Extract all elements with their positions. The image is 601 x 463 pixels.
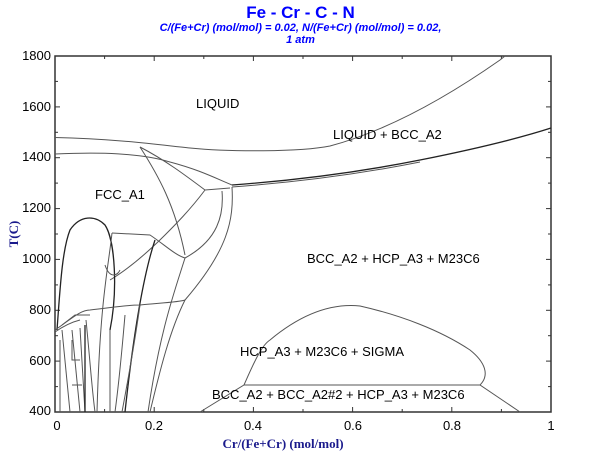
y-ticks [55,55,551,388]
y-tick-1000: 1000 [22,251,51,266]
x-tick-0.8: 0.8 [443,418,461,433]
region-liquid: LIQUID [196,96,239,111]
x-tick-0: 0 [53,418,60,433]
y-axis-title: T(C) [6,221,21,248]
x-ticks [104,56,502,412]
region-fcc: FCC_A1 [95,187,145,202]
y-tick-1600: 1600 [22,99,51,114]
y-tick-labels: 400 600 800 1000 1200 1400 1600 1800 [22,48,51,418]
phase-boundaries [54,55,552,413]
chart-pressure: 1 atm [286,34,315,46]
y-tick-1800: 1800 [22,48,51,63]
region-hcp-m23c6-sigma: HCP_A3 + M23C6 + SIGMA [240,344,404,359]
region-liquid-bcc: LIQUID + BCC_A2 [333,127,442,142]
y-tick-400: 400 [29,403,51,418]
x-tick-0.4: 0.4 [244,418,262,433]
y-tick-1400: 1400 [22,149,51,164]
y-tick-600: 600 [29,353,51,368]
x-axis-title: Cr/(Fe+Cr) (mol/mol) [222,436,343,451]
region-four-phase: BCC_A2 + BCC_A2#2 + HCP_A3 + M23C6 [212,387,465,402]
y-tick-1200: 1200 [22,200,51,215]
x-tick-1: 1 [547,418,554,433]
chart-title: Fe - Cr - C - N [246,3,355,22]
x-tick-0.2: 0.2 [145,418,163,433]
x-tick-labels: 0 0.2 0.4 0.6 0.8 1 [53,418,554,433]
region-bcc-hcp-m23c6: BCC_A2 + HCP_A3 + M23C6 [307,251,480,266]
x-tick-0.6: 0.6 [344,418,362,433]
y-tick-800: 800 [29,302,51,317]
chart-conditions: C/(Fe+Cr) (mol/mol) = 0.02, N/(Fe+Cr) (m… [159,22,442,34]
